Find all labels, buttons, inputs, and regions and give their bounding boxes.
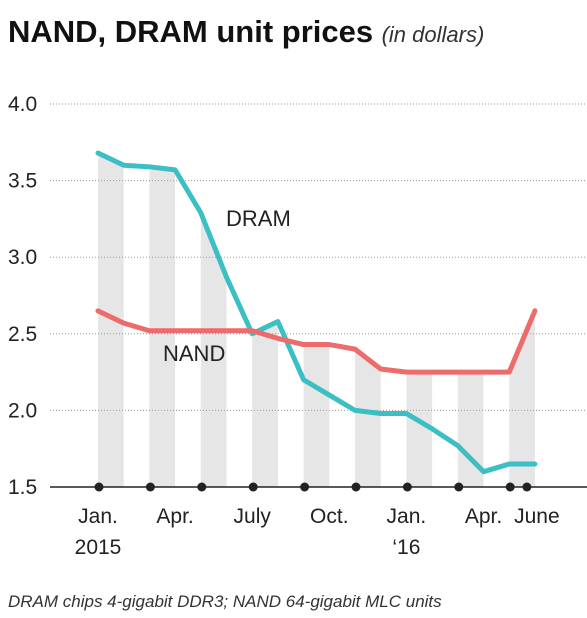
month-band xyxy=(200,212,227,487)
x-tick-label: Jan. xyxy=(78,505,118,528)
x-tick-dot xyxy=(454,482,464,492)
x-tick-dot xyxy=(351,482,361,492)
x-tick-label: June xyxy=(514,505,560,528)
series-labels: DRAM NAND xyxy=(163,206,291,366)
series-line-nand xyxy=(95,308,538,375)
y-tick-label: 2.5 xyxy=(8,323,37,346)
series-label-nand: NAND xyxy=(163,341,225,366)
x-tick-label-year: ‘16 xyxy=(392,536,420,559)
month-bands xyxy=(98,153,535,488)
y-tick-label: 2.0 xyxy=(8,399,37,422)
grid-lines xyxy=(50,103,587,411)
y-tick-label: 4.0 xyxy=(8,93,37,116)
x-tick-dot xyxy=(94,482,104,492)
x-tick-dot xyxy=(402,482,412,492)
y-tick-label: 3.0 xyxy=(8,246,37,269)
month-band xyxy=(509,310,535,487)
x-tick-label: July xyxy=(234,505,272,528)
y-tick-label: 3.5 xyxy=(8,170,37,193)
y-tick-label: 1.5 xyxy=(8,476,37,499)
x-tick-label: Oct. xyxy=(310,505,349,528)
x-tick-dot xyxy=(197,482,207,492)
chart-title-unit: (in dollars) xyxy=(381,22,485,47)
chart-title: NAND, DRAM unit prices xyxy=(8,14,374,49)
x-axis: Jan. 2015 Apr. July Oct. Jan. ‘16 Apr. June xyxy=(50,482,587,559)
month-band xyxy=(406,372,433,487)
month-band xyxy=(355,349,381,487)
x-tick-dot xyxy=(505,482,515,492)
series-line-dram xyxy=(95,150,538,475)
month-band xyxy=(252,321,278,487)
x-tick-dot xyxy=(300,482,310,492)
series-label-dram: DRAM xyxy=(226,206,291,231)
month-band xyxy=(149,166,176,487)
month-band xyxy=(457,372,484,487)
x-tick-label-year: 2015 xyxy=(75,536,122,559)
y-axis-ticks: 4.0 3.5 3.0 2.5 2.0 1.5 xyxy=(8,93,37,499)
month-band xyxy=(303,344,330,487)
x-tick-label: Jan. xyxy=(387,505,427,528)
series-lines xyxy=(95,150,538,475)
x-tick-label: Apr. xyxy=(465,505,502,528)
x-tick-dot xyxy=(522,482,532,492)
chart-title-row: NAND, DRAM unit prices (in dollars) xyxy=(8,14,484,50)
x-tick-dot xyxy=(145,482,155,492)
month-band xyxy=(98,153,124,488)
x-tick-dot xyxy=(248,482,258,492)
chart-footnote: DRAM chips 4-gigabit DDR3; NAND 64-gigab… xyxy=(8,592,442,611)
x-tick-label: Apr. xyxy=(156,505,193,528)
